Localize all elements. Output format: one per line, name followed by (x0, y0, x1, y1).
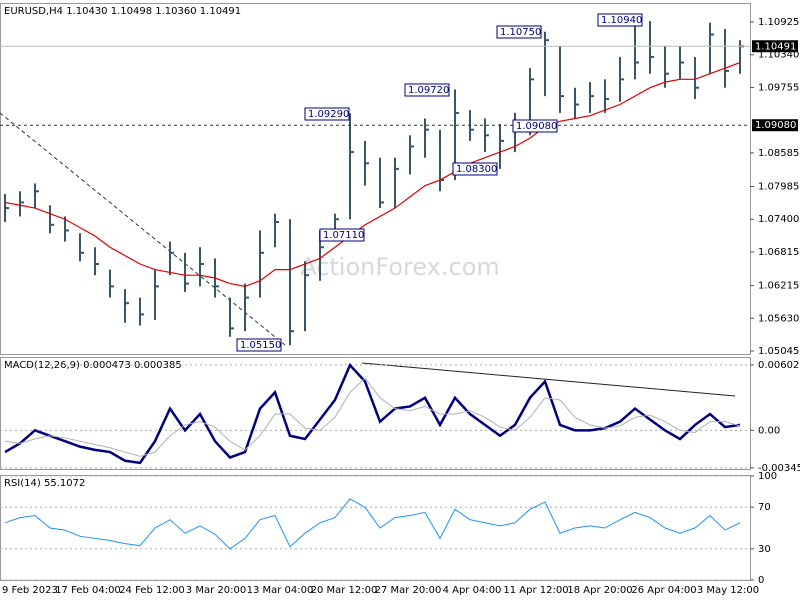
y-tick-label: 1.06815 (758, 247, 799, 258)
x-tick-label: 3 May 12:00 (697, 585, 759, 596)
rsi-panel (0, 475, 751, 581)
x-tick-label: 4 Apr 04:00 (443, 585, 502, 596)
y-tick-label: 1.10340 (758, 50, 799, 61)
x-tick-label: 27 Mar 20:00 (375, 585, 442, 596)
chart-title: EURUSD,H4 1.10430 1.10498 1.10360 1.1049… (4, 6, 241, 17)
annotation-box (452, 162, 498, 176)
y-tick-label: 1.07985 (758, 181, 799, 192)
x-tick-label: 20 Mar 12:00 (311, 585, 378, 596)
x-tick-label: 9 Feb 2023 (2, 585, 58, 596)
series-line (4, 377, 741, 457)
x-tick-label: 18 Apr 20:00 (567, 585, 632, 596)
annotation-box (496, 25, 542, 39)
y-tick-label: 1.06215 (758, 281, 799, 292)
watermark: ActionForex.com (300, 253, 500, 281)
level-label: 1.10491 (755, 41, 796, 52)
moving-average (4, 61, 741, 288)
trend-line (0, 112, 286, 346)
y-tick-label: 1.07400 (758, 214, 799, 225)
y-tick-label: 0.006023 (758, 360, 800, 371)
y-tick-label: 1.10925 (758, 17, 799, 28)
y-tick-label: 1.05045 (758, 346, 799, 357)
macd-trend-line (361, 362, 736, 397)
annotation: 1.05150 (240, 340, 281, 351)
annotation-box (512, 119, 558, 133)
y-tick-label: 0.00 (758, 425, 780, 436)
annotation: 1.10750 (500, 27, 541, 38)
level-label: 1.09080 (755, 120, 796, 131)
annotation: 1.09720 (408, 85, 449, 96)
series-line (4, 498, 741, 550)
annotation: 1.09080 (516, 121, 557, 132)
x-tick-label: 26 Apr 04:00 (631, 585, 696, 596)
y-tick-label: 1.09755 (758, 82, 799, 93)
annotation: 1.10940 (601, 15, 642, 26)
price-panel (0, 3, 751, 355)
rsi-title: RSI(14) 55.1072 (4, 478, 85, 489)
y-tick-label: 1.08585 (758, 148, 799, 159)
macd-title: MACD(12,26,9) 0.000473 0.000385 (4, 360, 182, 371)
level-label-box (752, 40, 798, 53)
x-tick-label: 13 Mar 04:00 (247, 585, 314, 596)
annotation-box (404, 83, 450, 97)
annotation-box (304, 107, 350, 121)
series-line (4, 362, 741, 465)
annotation: 1.09290 (308, 109, 349, 120)
y-tick-label: -0.003456 (758, 463, 800, 474)
annotation-box (236, 338, 282, 352)
annotation: 1.08300 (456, 164, 497, 175)
y-tick-label: 100 (758, 471, 777, 482)
x-tick-label: 3 Mar 20:00 (186, 585, 246, 596)
y-tick-label: 0 (758, 575, 764, 586)
y-tick-label: 1.05630 (758, 313, 799, 324)
x-tick-label: 11 Apr 12:00 (503, 585, 568, 596)
x-tick-label: 17 Feb 04:00 (55, 585, 121, 596)
y-tick-label: 30 (758, 544, 771, 555)
annotation-box (319, 228, 365, 242)
annotation: 1.07110 (323, 230, 364, 241)
y-tick-label: 70 (758, 502, 771, 513)
annotation-box (597, 13, 643, 27)
x-tick-label: 24 Feb 12:00 (119, 585, 185, 596)
level-label-box (752, 119, 798, 132)
macd-panel (0, 357, 751, 470)
